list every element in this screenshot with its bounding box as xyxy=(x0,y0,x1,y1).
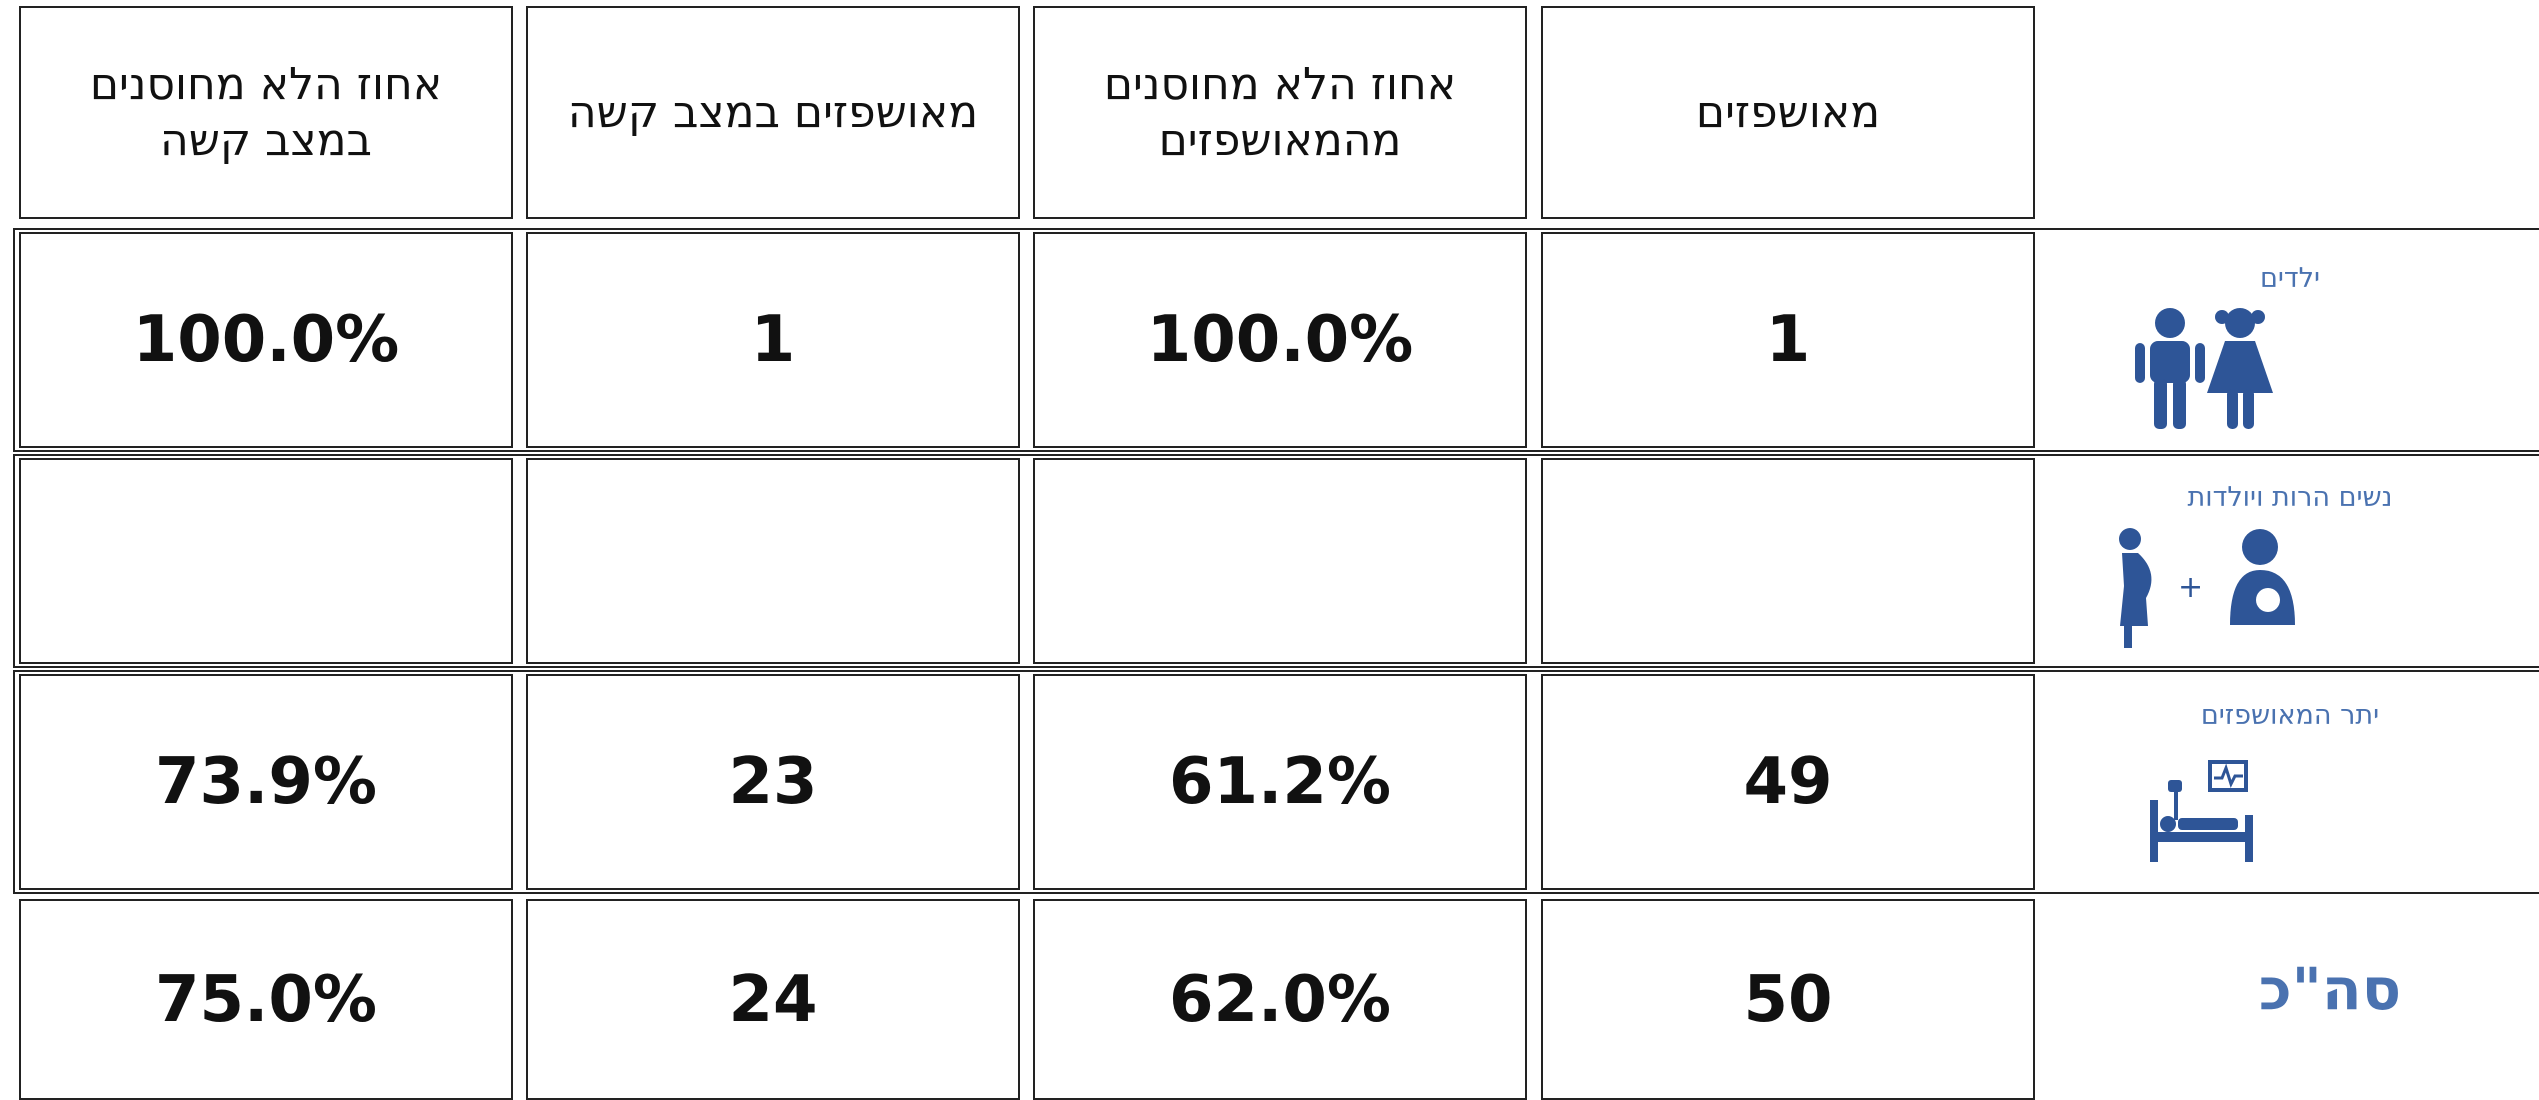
value-cell: 24 xyxy=(526,899,1020,1100)
value-cell xyxy=(1541,458,2035,664)
svg-text:+: + xyxy=(2178,570,2203,605)
value-cell: 23 xyxy=(526,674,1020,890)
value-cell: 50 xyxy=(1541,899,2035,1100)
value-cell xyxy=(1033,458,1527,664)
value-cell: 75.0% xyxy=(19,899,513,1100)
value-cell: 1 xyxy=(526,232,1020,448)
header-cell: אחוז הלא מחוסנים מהמאושפזים xyxy=(1033,6,1527,219)
row-frame xyxy=(13,670,2539,894)
row-label: סה"כ xyxy=(2258,955,2402,1023)
value-cell: 1 xyxy=(1541,232,2035,448)
value-cell xyxy=(526,458,1020,664)
header-cell: מאושפזים במצב קשה xyxy=(526,6,1020,219)
value-cell: 100.0% xyxy=(1033,232,1527,448)
value-cell: 73.9% xyxy=(19,674,513,890)
children-icon xyxy=(2135,308,2273,429)
header-cell: מאושפזים xyxy=(1541,6,2035,219)
row-frame xyxy=(13,454,2539,668)
row-label: ילדים xyxy=(2259,263,2321,294)
value-cell xyxy=(19,458,513,664)
bed-icon xyxy=(2150,760,2253,862)
row-label: נשים הרות ויולדות xyxy=(2187,482,2393,513)
pregnant-icon: + xyxy=(2119,528,2295,648)
row-label: יתר המאושפזים xyxy=(2200,700,2380,731)
value-cell: 100.0% xyxy=(19,232,513,448)
value-cell: 49 xyxy=(1541,674,2035,890)
value-cell: 62.0% xyxy=(1033,899,1527,1100)
row-frame xyxy=(13,228,2539,452)
header-cell: אחוז הלא מחוסנים במצב קשה xyxy=(19,6,513,219)
value-cell: 61.2% xyxy=(1033,674,1527,890)
